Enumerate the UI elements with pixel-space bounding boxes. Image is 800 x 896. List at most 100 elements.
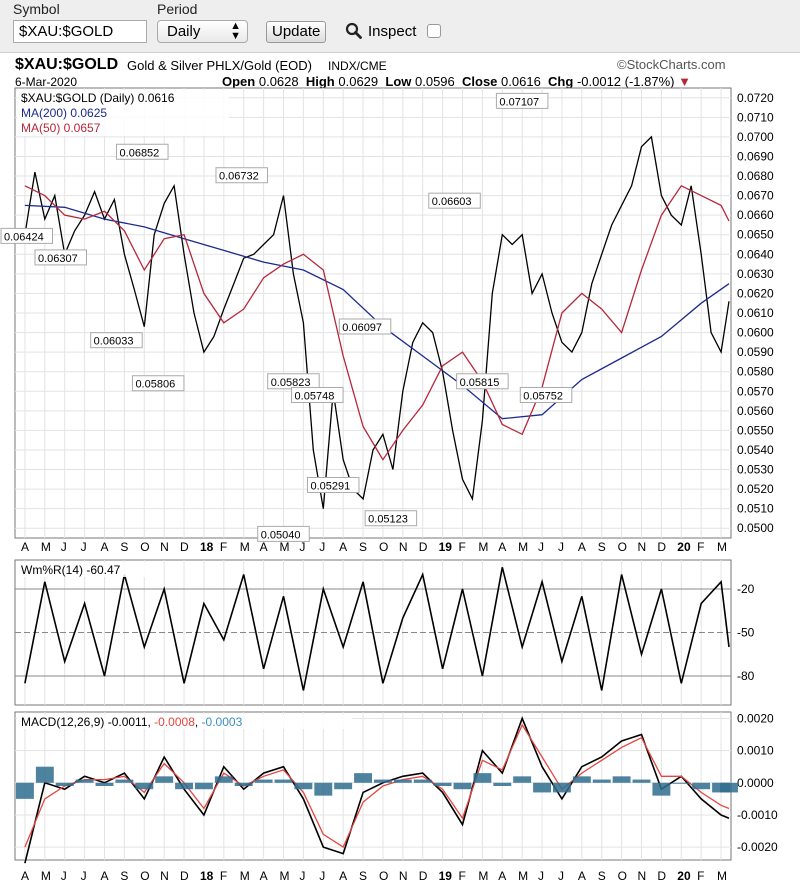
y-tick-label: 0.0560 (737, 404, 774, 418)
x-tick-label: F (459, 869, 466, 883)
histogram-bar (632, 779, 651, 783)
open-label: Open (222, 74, 256, 89)
bottom-month-axis: A M J J A S O N D 18 F M A M J J A S O N D 19 F M A M J J A S O N D 20 F M (21, 869, 727, 883)
x-tick-label: D (419, 869, 428, 883)
annotation-box (90, 332, 143, 349)
y-tick-label: 0.0600 (737, 326, 774, 340)
x-tick-label: D (657, 869, 666, 883)
low-value: 0.0596 (415, 74, 455, 89)
y-tick-label: -0.0020 (737, 840, 778, 854)
histogram-bar (155, 776, 174, 783)
y-tick-label: 0.0700 (737, 130, 774, 144)
histogram-bar (433, 782, 452, 786)
x-tick-label: O (140, 869, 149, 883)
histogram-bar (55, 782, 74, 786)
x-tick-label: A (498, 869, 506, 883)
inspect-checkbox[interactable] (427, 24, 441, 38)
x-tick-label: D (180, 869, 189, 883)
legend-macd-value: MACD(12,26,9) -0.0011, (21, 715, 154, 729)
annotation-label: 0.06033 (94, 336, 134, 348)
histogram-bar (373, 779, 392, 783)
x-tick-label: J (299, 869, 305, 883)
annotation-label: 0.05815 (460, 377, 500, 389)
annotation-box (364, 510, 418, 527)
x-tick-label: A (101, 540, 109, 554)
x-tick-label: J (319, 540, 325, 554)
histogram-bar (393, 779, 412, 783)
annotation-box (291, 386, 344, 403)
legend-ma50: MA(50) 0.0657 (21, 121, 101, 135)
x-tick-label: M (518, 540, 528, 554)
y-tick-label: 0.0520 (737, 482, 774, 496)
x-tick-label: N (160, 540, 169, 554)
histogram-bar (720, 782, 738, 793)
x-tick-label: N (638, 540, 647, 554)
annotation-box (116, 143, 169, 160)
x-tick-label: J (61, 540, 67, 554)
x-tick-label: N (399, 869, 408, 883)
histogram-bar (413, 779, 432, 783)
x-tick-label: 19 (439, 540, 453, 554)
annotation-label: 0.05823 (271, 377, 311, 389)
annotation-box (215, 167, 268, 184)
annotation-box (519, 386, 573, 403)
brand-logo: ©StockCharts.com (617, 57, 726, 72)
chart-symbol: $XAU:$GOLD (15, 56, 119, 73)
histogram-bar (354, 773, 373, 783)
x-tick-label: M (240, 869, 250, 883)
histogram-bar (592, 779, 611, 783)
histogram-bar (453, 782, 472, 790)
x-tick-label: 19 (439, 869, 453, 883)
price-panel: 0.0720 0.0710 0.0700 0.0690 0.0680 0.0670 0.06… (0, 87, 774, 554)
histogram-bar (214, 776, 233, 783)
x-tick-label: S (598, 869, 606, 883)
period-select[interactable]: Daily ▲ ▼ (157, 20, 248, 43)
legend-hist-value: -0.0003 (202, 715, 243, 729)
annotation-label: 0.05806 (135, 379, 175, 391)
histogram-bar (115, 779, 134, 783)
x-tick-label: J (299, 540, 305, 554)
x-tick-label: M (717, 540, 727, 554)
histogram-bar (513, 776, 532, 783)
x-tick-label: F (220, 540, 227, 554)
y-tick-label: 0.0620 (737, 286, 774, 300)
legend-macd: MACD(12,26,9) -0.0011, -0.0008, -0.0003 (21, 715, 243, 729)
y-tick-label: 0.0680 (737, 169, 774, 183)
histogram-bar (612, 776, 631, 783)
x-tick-label: S (359, 540, 367, 554)
y-tick-label: 0.0000 (737, 776, 774, 790)
x-tick-label: J (558, 869, 564, 883)
x-tick-label: O (379, 540, 388, 554)
annotation-label: 0.07107 (499, 96, 539, 108)
annotation-box (456, 373, 509, 390)
annotation-label: 0.06852 (120, 147, 160, 159)
legend-ma200: MA(200) 0.0625 (21, 106, 107, 120)
x-tick-label: J (538, 869, 544, 883)
annotation-box (428, 192, 481, 209)
y-tick-label: 0.0660 (737, 208, 774, 222)
legend-sep: , (195, 715, 202, 729)
x-tick-label: M (280, 540, 290, 554)
x-tick-label: A (260, 869, 268, 883)
chg-label: Chg (548, 74, 574, 89)
x-tick-label: N (399, 540, 408, 554)
macd-panel: 0.0020 0.0010 0.0000 -0.0010 -0.0020 MACD(12,… (14, 711, 778, 864)
annotation-box (495, 92, 549, 109)
chart-description: Gold & Silver PHLX/Gold (EOD) (127, 58, 312, 73)
x-tick-label: D (657, 540, 666, 554)
y-tick-label: -50 (737, 626, 755, 640)
open-value: 0.0628 (258, 74, 299, 89)
x-tick-label: O (140, 540, 149, 554)
x-tick-label: M (280, 869, 290, 883)
x-tick-label: A (339, 540, 347, 554)
x-tick-label: F (697, 540, 704, 554)
x-tick-label: S (120, 869, 128, 883)
annotation-label: 0.06424 (4, 231, 44, 243)
symbol-input[interactable]: $XAU:$GOLD (13, 20, 147, 43)
y-tick-label: 0.0010 (737, 744, 774, 758)
symbol-label: Symbol (13, 1, 60, 17)
histogram-bar (95, 782, 114, 786)
x-tick-label: O (379, 869, 388, 883)
update-button[interactable]: Update (266, 21, 327, 43)
